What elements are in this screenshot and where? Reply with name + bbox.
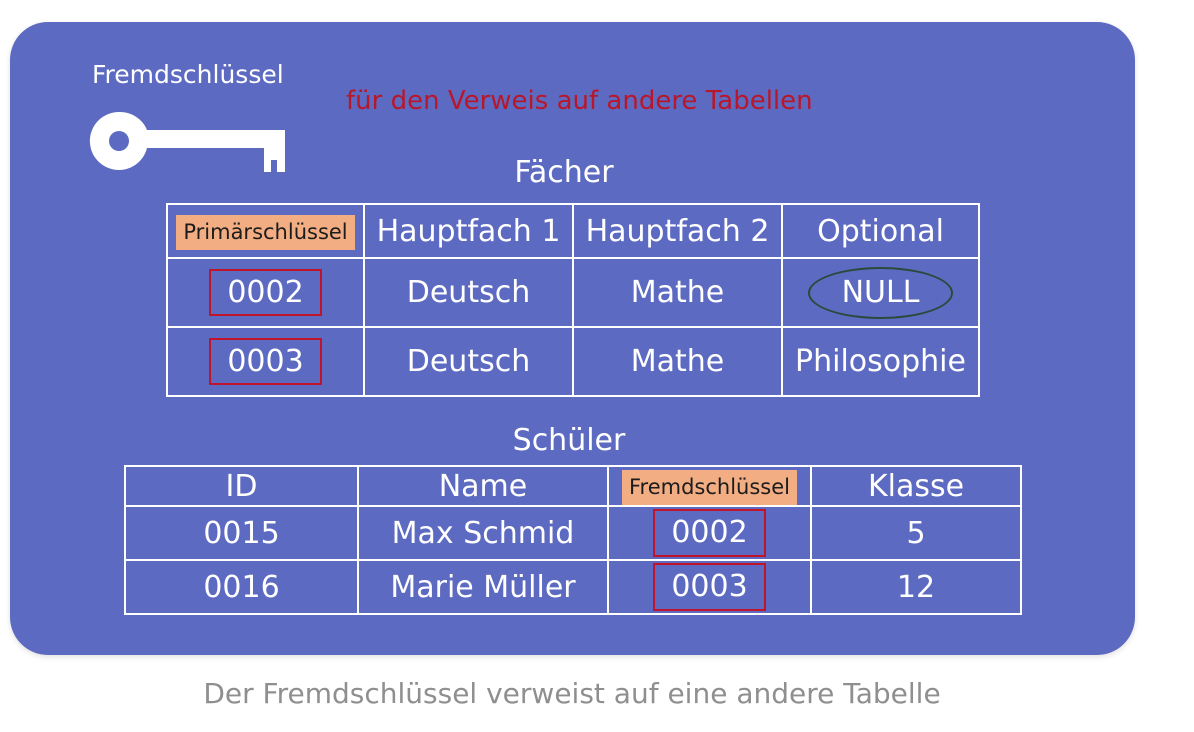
table-row: 0016 Marie Müller 0003 12 xyxy=(124,559,1022,616)
table-row: 0003 Deutsch Mathe Philosophie xyxy=(166,326,980,397)
faecher-header-cell: Optional xyxy=(781,203,980,259)
faecher-table: Primärschlüssel Hauptfach 1 Hauptfach 2 … xyxy=(166,203,980,397)
table-cell: 0003 xyxy=(607,559,812,616)
schueler-header-cell: ID xyxy=(124,464,359,508)
table-cell: 0016 xyxy=(124,559,359,616)
primary-key-value: 0002 xyxy=(209,268,322,317)
table-cell: NULL xyxy=(781,257,980,328)
table-cell: Max Schmid xyxy=(357,505,609,562)
null-value: NULL xyxy=(807,266,954,319)
table-cell: Philosophie xyxy=(781,326,980,397)
faecher-header-cell: Primärschlüssel xyxy=(166,203,365,259)
key-icon xyxy=(89,111,285,172)
caption: Der Fremdschlüssel verweist auf eine and… xyxy=(203,677,941,710)
table-cell: 0015 xyxy=(124,505,359,562)
primary-key-header: Primärschlüssel xyxy=(176,214,355,251)
key-label: Fremdschlüssel xyxy=(92,60,284,89)
foreign-key-header: Fremdschlüssel xyxy=(621,470,797,506)
schueler-header-row: ID Name Fremdschlüssel Klasse xyxy=(124,464,1022,508)
subtitle: für den Verweis auf andere Tabellen xyxy=(346,86,813,116)
faecher-header-cell: Hauptfach 1 xyxy=(363,203,574,259)
table-cell: 5 xyxy=(810,505,1022,562)
table-row: 0002 Deutsch Mathe NULL xyxy=(166,257,980,328)
faecher-header-cell: Hauptfach 2 xyxy=(572,203,783,259)
schueler-header-cell: Name xyxy=(357,464,609,508)
table-cell: Deutsch xyxy=(363,257,574,328)
table-row: 0015 Max Schmid 0002 5 xyxy=(124,505,1022,562)
schueler-header-cell: Fremdschlüssel xyxy=(607,464,812,508)
primary-key-value: 0003 xyxy=(209,337,322,386)
table-cell: 0003 xyxy=(166,326,365,397)
foreign-key-value: 0003 xyxy=(653,563,766,611)
schueler-table: ID Name Fremdschlüssel Klasse 0015 Max S… xyxy=(124,464,1022,616)
table-cell: 0002 xyxy=(607,505,812,562)
table-cell: Deutsch xyxy=(363,326,574,397)
table-cell: Mathe xyxy=(572,326,783,397)
table-cell: 12 xyxy=(810,559,1022,616)
schueler-title: Schüler xyxy=(512,423,626,458)
table-cell: Mathe xyxy=(572,257,783,328)
table-cell: 0002 xyxy=(166,257,365,328)
schueler-header-cell: Klasse xyxy=(810,464,1022,508)
foreign-key-value: 0002 xyxy=(653,509,766,557)
table-cell: Marie Müller xyxy=(357,559,609,616)
faecher-header-row: Primärschlüssel Hauptfach 1 Hauptfach 2 … xyxy=(166,203,980,259)
faecher-title: Fächer xyxy=(514,155,614,190)
